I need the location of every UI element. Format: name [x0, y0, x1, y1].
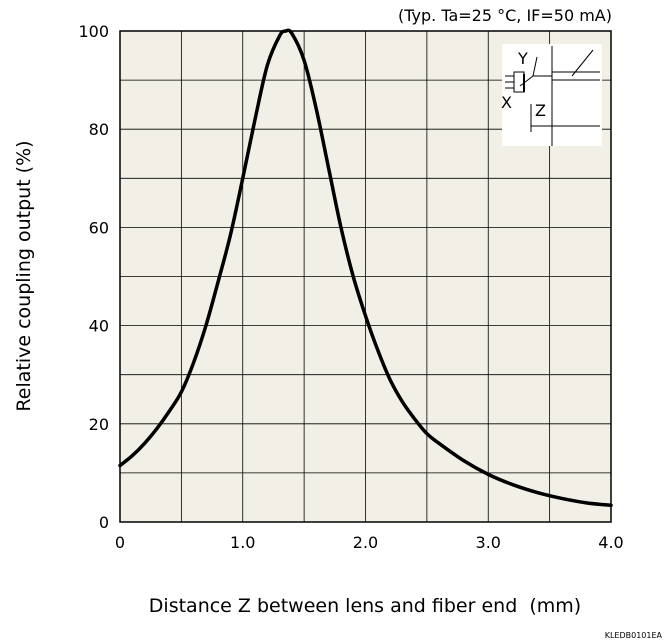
x-axis-label: Distance Z between lens and fiber end (m… — [149, 595, 581, 617]
x-tick-label: 2.0 — [353, 533, 378, 552]
x-tick-label: 3.0 — [476, 533, 501, 552]
x-tick-label: 0 — [115, 533, 125, 552]
y-tick-label: 0 — [99, 513, 109, 532]
x-tick-label: 1.0 — [230, 533, 255, 552]
y-tick-label: 100 — [78, 22, 109, 41]
inset-z-label: Z — [535, 101, 546, 120]
x-axis-ticks: 0 1.0 2.0 3.0 4.0 — [115, 533, 624, 552]
y-tick-label: 40 — [89, 317, 109, 336]
figure-code: KLEDB0101EA — [605, 631, 663, 640]
y-axis-label: Relative coupling output (%) — [13, 140, 35, 411]
y-tick-label: 60 — [89, 218, 109, 237]
y-tick-label: 80 — [89, 120, 109, 139]
y-tick-label: 20 — [89, 415, 109, 434]
measurement-setup-diagram: Y X Z — [501, 44, 602, 146]
inset-y-label: Y — [517, 49, 528, 68]
y-axis-ticks: 0 20 40 60 80 100 — [78, 22, 109, 532]
inset-x-label: X — [501, 93, 512, 112]
x-tick-label: 4.0 — [598, 533, 623, 552]
conditions-label: (Typ. Ta=25 °C, IF=50 mA) — [398, 6, 612, 25]
